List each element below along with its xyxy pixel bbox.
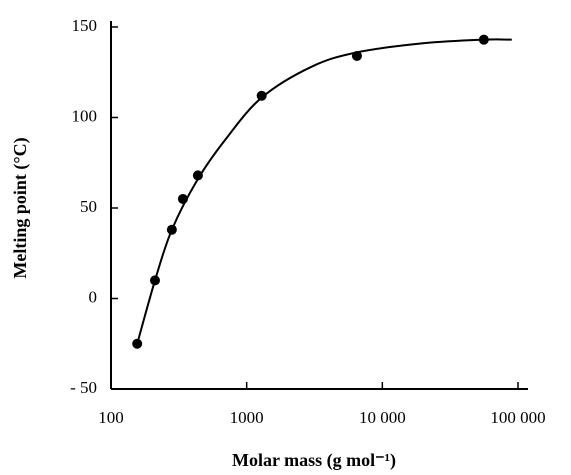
x-tick-label: 100 000 [490,408,545,427]
y-tick-label: 50 [80,197,97,216]
y-axis-title: Melting point (°C) [10,137,31,278]
y-tick-label: 0 [89,287,98,306]
y-tick-label: 150 [72,16,98,35]
x-axis-title: Molar mass (g mol⁻¹) [232,450,396,471]
data-point [192,170,203,181]
y-tick-label: 100 [72,106,98,125]
y-tick-label: - 50 [70,378,97,397]
x-tick-label: 10 000 [359,408,406,427]
data-point [351,50,362,61]
x-tick-label: 1000 [230,408,264,427]
data-point [256,90,267,101]
data-point [166,224,177,235]
fit-curve [136,38,512,345]
data-point [149,275,160,286]
data-point [132,338,143,349]
data-point [177,193,188,204]
data-point [478,34,489,45]
x-tick-label: 100 [98,408,124,427]
